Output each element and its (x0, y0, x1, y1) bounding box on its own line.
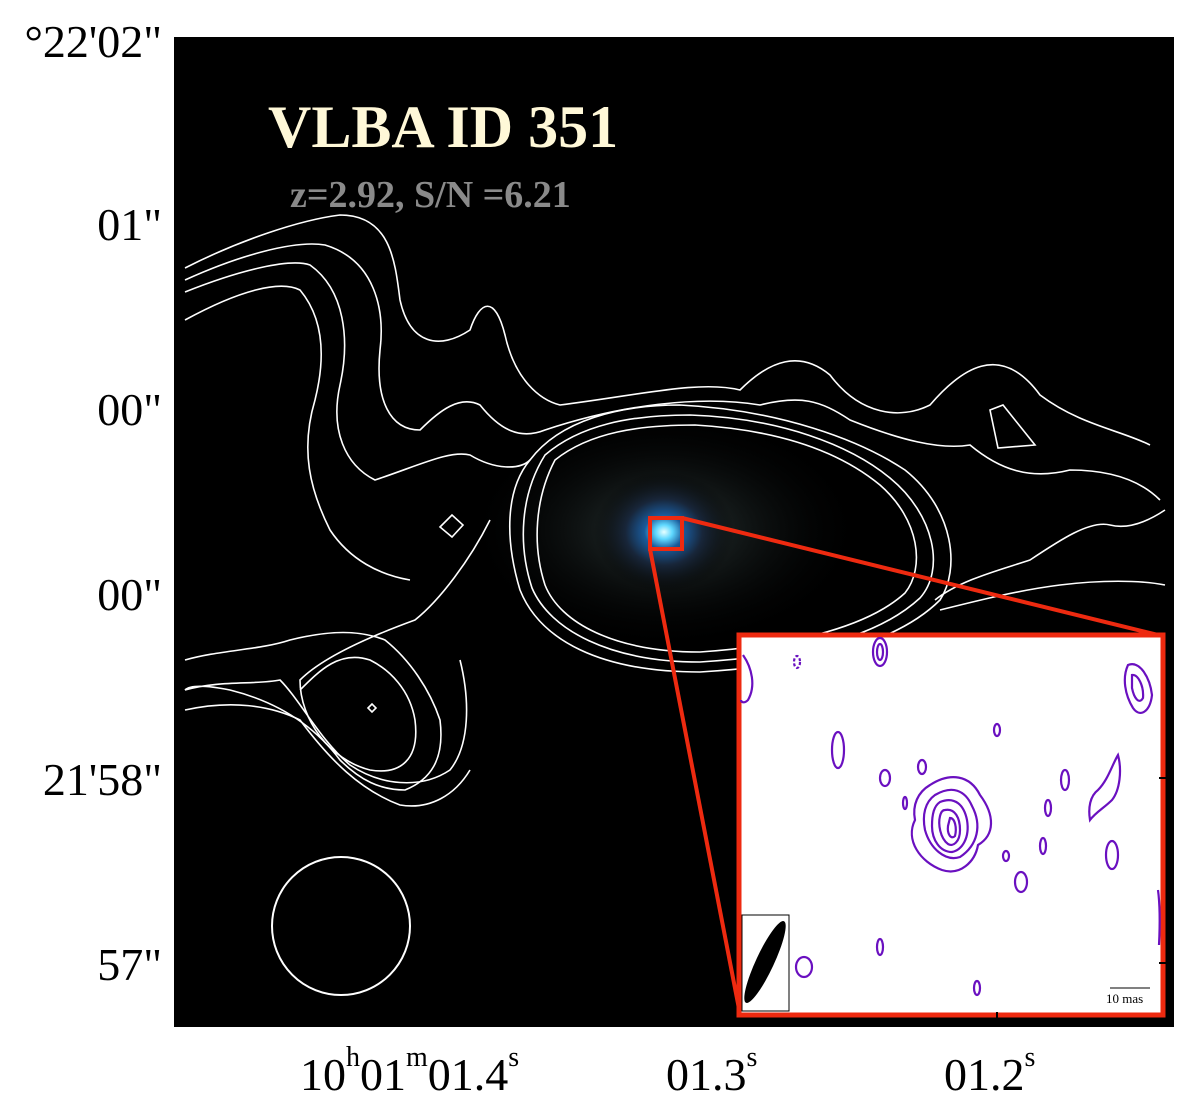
ra-label-part: 01.3 (666, 1049, 747, 1100)
zoom-box (648, 516, 684, 551)
dec-label: 00" (97, 384, 162, 435)
radio-contours (184, 214, 1166, 807)
restoring-beam (744, 921, 786, 1003)
dec-label: °22'02" (25, 16, 162, 67)
ra-label-sup: s (747, 1042, 758, 1073)
ra-label-part: 01 (360, 1049, 406, 1100)
galaxy-core (594, 472, 734, 592)
ra-label: 01.3s (666, 1042, 757, 1100)
ra-label-part: 01.4 (428, 1049, 509, 1100)
dec-label: 01" (97, 199, 162, 250)
axes-frame (174, 37, 1174, 1027)
zoom-line-bottom (648, 548, 742, 1015)
ra-label: 01.2s (944, 1042, 1035, 1100)
inset-panel (736, 632, 1166, 1018)
vlba-inset: 10 mas (736, 632, 1166, 1018)
ra-label-sup: h (346, 1042, 360, 1073)
scale-bar-label: 10 mas (1106, 991, 1143, 1006)
dec-label: 21'58" (43, 754, 162, 805)
dec-axis-labels: °22'02" 01" 00" 00" 21'58" 57" (25, 16, 162, 990)
ra-label-sup: s (508, 1042, 519, 1073)
ra-axis-labels: 10h01m01.4s 01.3s 01.2s (300, 1042, 1035, 1100)
ra-label-part: 10 (300, 1049, 346, 1100)
zoom-line-top (681, 516, 1163, 638)
ra-label-sup: s (1025, 1042, 1036, 1073)
beam-circle (271, 856, 411, 996)
dec-label: 57" (97, 939, 162, 990)
source-subtitle: z=2.92, S/N =6.21 (290, 174, 571, 216)
inset-contours (739, 636, 1161, 997)
ra-label-sup: m (406, 1042, 428, 1073)
dec-label: 00" (97, 569, 162, 620)
source-title: VLBA ID 351 (268, 94, 618, 160)
ra-label: 10h01m01.4s (300, 1042, 519, 1100)
zoom-indicator (648, 516, 1163, 1015)
ra-label-part: 01.2 (944, 1049, 1025, 1100)
tick-marks (175, 37, 1173, 1026)
